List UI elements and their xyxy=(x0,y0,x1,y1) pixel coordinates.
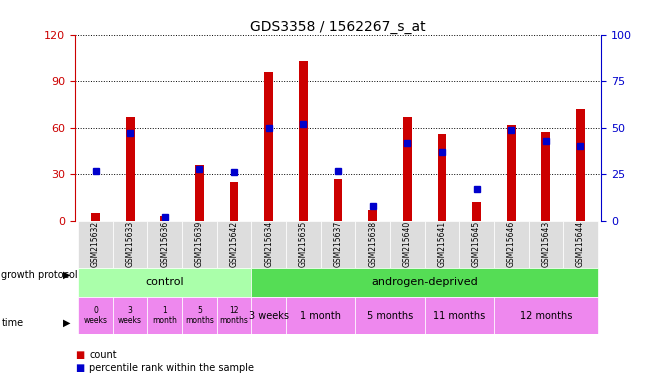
Text: androgen-deprived: androgen-deprived xyxy=(371,278,478,288)
Bar xyxy=(78,268,252,298)
Text: 3 weeks: 3 weeks xyxy=(249,311,289,321)
Text: growth protocol: growth protocol xyxy=(1,270,78,280)
Text: GSM215639: GSM215639 xyxy=(195,221,204,267)
Bar xyxy=(460,221,494,268)
Text: 0
weeks: 0 weeks xyxy=(84,306,107,326)
Text: GSM215646: GSM215646 xyxy=(507,221,515,267)
Bar xyxy=(78,221,113,268)
Title: GDS3358 / 1562267_s_at: GDS3358 / 1562267_s_at xyxy=(250,20,426,33)
Bar xyxy=(78,298,113,334)
Text: GSM215641: GSM215641 xyxy=(437,221,447,267)
Bar xyxy=(541,132,550,221)
Bar xyxy=(299,61,307,221)
Bar xyxy=(369,210,377,221)
Bar xyxy=(252,298,286,334)
Text: 5
months: 5 months xyxy=(185,306,214,326)
Bar xyxy=(148,221,182,268)
Text: 5 months: 5 months xyxy=(367,311,413,321)
Text: GSM215637: GSM215637 xyxy=(333,221,343,267)
Text: GSM215638: GSM215638 xyxy=(368,221,377,267)
Text: ▶: ▶ xyxy=(62,270,70,280)
Text: 3
weeks: 3 weeks xyxy=(118,306,142,326)
Bar xyxy=(472,202,481,221)
Text: ▶: ▶ xyxy=(62,318,70,328)
Text: GSM215632: GSM215632 xyxy=(91,221,100,267)
Text: GSM215645: GSM215645 xyxy=(472,221,481,267)
Bar xyxy=(252,268,598,298)
Bar xyxy=(424,221,460,268)
Bar xyxy=(113,221,148,268)
Text: GSM215636: GSM215636 xyxy=(161,221,169,267)
Bar xyxy=(437,134,447,221)
Bar xyxy=(390,221,424,268)
Bar xyxy=(182,298,216,334)
Text: time: time xyxy=(1,318,23,328)
Bar xyxy=(265,72,273,221)
Bar xyxy=(356,221,390,268)
Bar xyxy=(252,221,286,268)
Text: percentile rank within the sample: percentile rank within the sample xyxy=(89,363,254,373)
Bar xyxy=(91,213,100,221)
Bar xyxy=(161,216,169,221)
Text: count: count xyxy=(89,350,117,360)
Bar xyxy=(182,221,216,268)
Text: 12
months: 12 months xyxy=(220,306,248,326)
Text: GSM215640: GSM215640 xyxy=(403,221,412,267)
Bar xyxy=(148,298,182,334)
Text: GSM215633: GSM215633 xyxy=(125,221,135,267)
Bar xyxy=(286,298,356,334)
Bar xyxy=(576,109,585,221)
Text: 1
month: 1 month xyxy=(152,306,177,326)
Bar xyxy=(113,298,148,334)
Text: GSM215634: GSM215634 xyxy=(264,221,273,267)
Bar xyxy=(507,125,515,221)
Text: GSM215642: GSM215642 xyxy=(229,221,239,267)
Bar xyxy=(424,298,494,334)
Bar xyxy=(494,221,528,268)
Bar xyxy=(229,182,239,221)
Bar xyxy=(216,221,252,268)
Bar xyxy=(356,298,424,334)
Bar xyxy=(528,221,563,268)
Text: GSM215643: GSM215643 xyxy=(541,221,551,267)
Bar xyxy=(195,165,204,221)
Text: 11 months: 11 months xyxy=(433,311,486,321)
Bar xyxy=(403,117,411,221)
Text: GSM215644: GSM215644 xyxy=(576,221,585,267)
Text: 12 months: 12 months xyxy=(519,311,572,321)
Bar xyxy=(333,179,343,221)
Bar xyxy=(494,298,598,334)
Bar xyxy=(126,117,135,221)
Text: GSM215635: GSM215635 xyxy=(299,221,308,267)
Text: 1 month: 1 month xyxy=(300,311,341,321)
Text: ■: ■ xyxy=(75,363,84,373)
Text: ■: ■ xyxy=(75,350,84,360)
Bar xyxy=(563,221,598,268)
Bar xyxy=(216,298,252,334)
Text: control: control xyxy=(146,278,184,288)
Bar xyxy=(286,221,320,268)
Bar xyxy=(320,221,356,268)
